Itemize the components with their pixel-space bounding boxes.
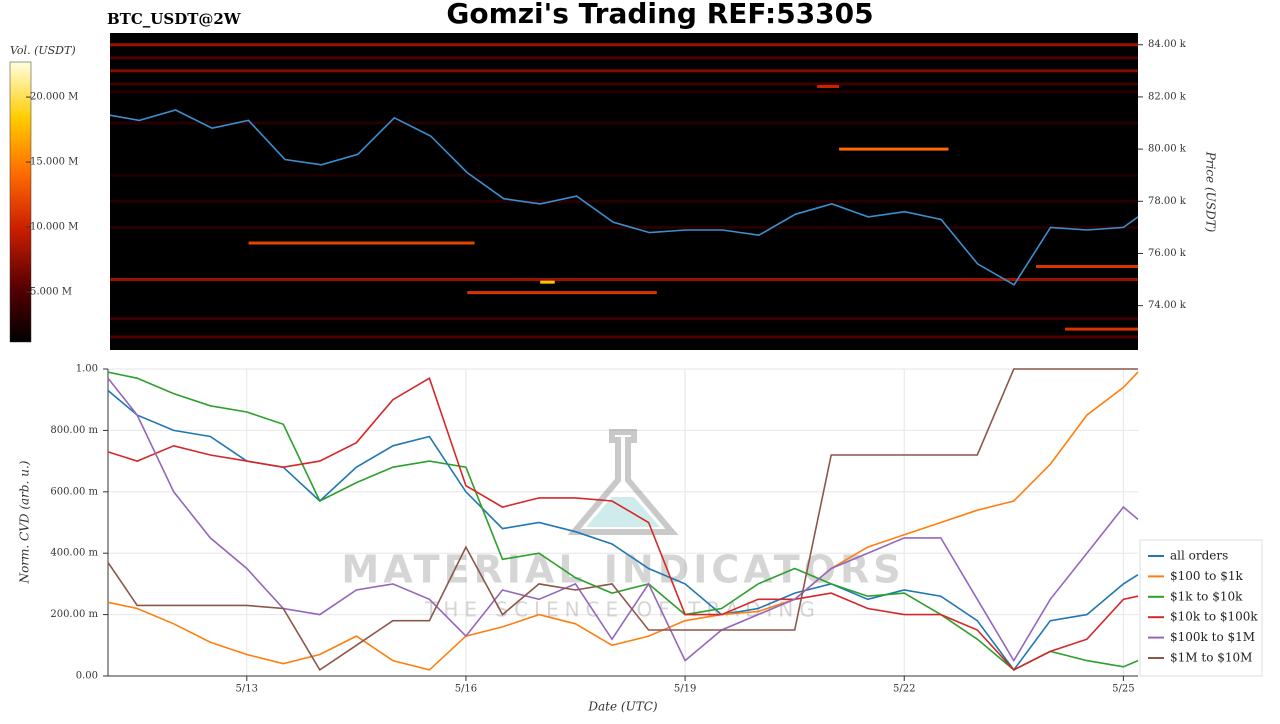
legend-label: $100 to $1k bbox=[1170, 569, 1243, 583]
series-line bbox=[107, 377, 1139, 663]
y-tick-label: 1.00 bbox=[76, 364, 98, 375]
y-tick-label: 80.00 k bbox=[1148, 144, 1187, 155]
liquidity-band bbox=[248, 241, 475, 245]
y-axis-label: Norm. CVD (arb. u.) bbox=[18, 460, 32, 584]
colorbar-tick-label: 15.000 M bbox=[30, 157, 78, 168]
y-tick-label: 800.00 m bbox=[50, 425, 98, 436]
liquidity-band bbox=[110, 69, 1138, 73]
liquidity-band bbox=[110, 278, 1138, 282]
liquidity-band bbox=[110, 199, 1138, 203]
colorbar-tick-label: 10.000 M bbox=[30, 222, 78, 233]
liquidity-band bbox=[839, 147, 949, 151]
liquidity-band bbox=[817, 84, 840, 88]
y-tick-label: 200.00 m bbox=[50, 609, 98, 620]
watermark-subtitle: THE SCIENCE OF TRADING bbox=[424, 598, 821, 622]
colorbar bbox=[9, 61, 32, 343]
liquidity-band bbox=[110, 121, 1138, 125]
colorbar-tick-label: 5.000 M bbox=[30, 286, 72, 297]
liquidity-band bbox=[540, 280, 555, 284]
legend-label: $1M to $10M bbox=[1170, 651, 1252, 665]
y-tick-label: 78.00 k bbox=[1148, 196, 1187, 207]
series-line bbox=[107, 371, 1139, 671]
chart-title: Gomzi's Trading REF:53305 bbox=[446, 0, 873, 30]
y-tick-label: 84.00 k bbox=[1148, 39, 1187, 50]
heatmap-background bbox=[110, 33, 1138, 350]
liquidity-band bbox=[467, 291, 657, 295]
colorbar-tick-label: 20.000 M bbox=[30, 92, 78, 103]
liquidity-band bbox=[110, 173, 1138, 177]
liquidity-band bbox=[110, 82, 1138, 86]
legend-label: all orders bbox=[1170, 549, 1228, 563]
liquidity-band bbox=[110, 43, 1138, 47]
legend-label: $100k to $1M bbox=[1170, 630, 1255, 644]
x-tick-label: 5/25 bbox=[1112, 684, 1134, 695]
legend bbox=[1139, 539, 1263, 677]
y-tick-label: 76.00 k bbox=[1148, 248, 1187, 259]
colorbar-label: Vol. (USDT) bbox=[10, 44, 76, 57]
chart-subtitle: BTC_USDT@2W bbox=[107, 10, 242, 28]
y-tick-label: 74.00 k bbox=[1148, 300, 1187, 311]
y-tick-label: 600.00 m bbox=[50, 486, 98, 497]
liquidity-band bbox=[110, 90, 1138, 94]
series-line bbox=[107, 368, 1138, 672]
y-tick-label: 0.00 bbox=[76, 671, 98, 682]
legend-label: $1k to $10k bbox=[1170, 589, 1243, 603]
watermark-liquid bbox=[586, 497, 660, 527]
liquidity-band bbox=[1035, 265, 1138, 269]
price-line bbox=[109, 109, 1139, 286]
x-tick-label: 5/19 bbox=[674, 684, 696, 695]
watermark-title: MATERIAL INDICATORS bbox=[341, 548, 904, 592]
y-tick-label: 82.00 k bbox=[1148, 91, 1187, 102]
x-tick-label: 5/16 bbox=[455, 684, 477, 695]
watermark-flask bbox=[567, 429, 679, 535]
y-axis-label: Price (USDT) bbox=[1204, 151, 1218, 233]
x-axis-label: Date (UTC) bbox=[587, 700, 657, 714]
liquidity-band bbox=[1065, 327, 1138, 331]
liquidity-band bbox=[110, 317, 1138, 321]
x-tick-label: 5/22 bbox=[893, 684, 915, 695]
liquidity-band bbox=[110, 225, 1138, 229]
x-tick-label: 5/13 bbox=[236, 684, 258, 695]
y-tick-label: 400.00 m bbox=[50, 548, 98, 559]
series-line bbox=[107, 377, 1139, 671]
liquidity-band bbox=[110, 335, 1138, 339]
legend-label: $10k to $100k bbox=[1170, 610, 1258, 624]
liquidity-band bbox=[110, 56, 1138, 60]
series-line bbox=[107, 371, 1139, 671]
